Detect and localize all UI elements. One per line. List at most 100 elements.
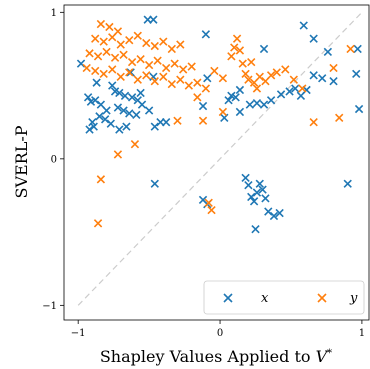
point-y-5 [108, 33, 117, 42]
point-x-75 [269, 211, 279, 221]
plot-frame [63, 4, 370, 321]
legend-marker-y [317, 293, 327, 303]
reference-line [77, 11, 363, 306]
legend-label-x: x [261, 291, 269, 306]
point-x-57 [352, 69, 361, 79]
point-y-36 [159, 72, 168, 81]
point-x-10 [108, 81, 117, 90]
point-y-18 [119, 50, 128, 59]
point-y-62 [329, 63, 338, 73]
point-y-14 [85, 49, 94, 58]
point-x-40 [245, 100, 255, 109]
point-x-62 [203, 74, 212, 83]
legend-label-y: y [349, 291, 358, 306]
point-y-12 [167, 44, 176, 54]
point-x-52 [259, 44, 269, 54]
point-y-7 [125, 35, 134, 45]
legend-marker-shape-x [223, 293, 233, 303]
point-y-16 [102, 47, 111, 57]
point-x-50 [318, 74, 327, 83]
point-x-29 [106, 119, 115, 128]
point-y-26 [187, 62, 196, 71]
point-x-73 [261, 194, 270, 203]
point-y-15 [93, 52, 103, 61]
point-x-2 [201, 30, 211, 39]
point-x-21 [144, 106, 154, 115]
point-y-42 [210, 66, 219, 76]
point-y-11 [159, 37, 168, 46]
legend-marker-x [223, 293, 233, 303]
point-x-5 [83, 93, 93, 102]
point-y-41 [201, 84, 211, 93]
point-y-47 [235, 46, 245, 55]
point-y-1 [105, 22, 114, 32]
point-y-13 [176, 40, 185, 49]
point-y-32 [125, 68, 134, 77]
point-y-43 [218, 74, 228, 83]
x-tick-label-0: −1 [71, 328, 86, 339]
point-x-42 [259, 100, 269, 109]
point-x-18 [125, 109, 134, 118]
point-x-55 [323, 47, 333, 57]
point-y-19 [127, 57, 137, 67]
point-y-64 [346, 44, 355, 54]
point-x-9 [102, 106, 111, 115]
point-y-61 [309, 118, 318, 127]
point-y-66 [93, 219, 103, 228]
point-x-36 [224, 96, 233, 105]
point-y-3 [91, 34, 100, 43]
points-layer [76, 15, 364, 234]
point-y-21 [144, 60, 154, 70]
point-y-67 [113, 150, 123, 159]
point-x-14 [127, 93, 137, 102]
point-y-46 [232, 34, 242, 43]
x-tick-label-2: 1 [359, 328, 365, 339]
point-y-57 [272, 68, 281, 77]
point-x-30 [115, 125, 124, 134]
point-x-61 [235, 107, 245, 117]
point-x-12 [115, 88, 124, 98]
point-x-19 [132, 110, 141, 120]
point-y-51 [247, 57, 256, 67]
point-x-41 [252, 98, 262, 108]
x-axis-label: Shapley Values Applied to V* [100, 347, 332, 366]
point-y-69 [173, 116, 182, 125]
point-y-38 [176, 75, 185, 84]
point-y-59 [289, 75, 298, 84]
point-y-65 [96, 175, 106, 184]
point-x-46 [291, 84, 300, 93]
point-y-53 [252, 84, 262, 93]
point-y-48 [238, 59, 247, 68]
point-x-78 [161, 118, 171, 127]
point-x-72 [258, 185, 267, 194]
point-y-25 [178, 65, 188, 74]
point-y-68 [130, 140, 140, 149]
point-x-7 [91, 96, 100, 105]
point-y-30 [108, 65, 117, 74]
point-y-44 [227, 52, 236, 61]
point-y-56 [266, 71, 276, 80]
point-y-28 [91, 66, 100, 76]
point-y-49 [241, 69, 250, 79]
point-x-26 [89, 122, 98, 131]
point-x-69 [249, 197, 259, 206]
x-tick-label-1: 0 [217, 328, 223, 339]
point-y-37 [167, 79, 176, 89]
point-x-3 [76, 59, 86, 68]
point-x-60 [220, 113, 229, 122]
y-tick-label-2: 1 [51, 8, 57, 19]
point-x-1 [149, 15, 158, 24]
point-y-39 [184, 81, 194, 90]
point-x-31 [122, 122, 131, 131]
point-x-35 [198, 101, 208, 111]
point-x-44 [276, 90, 286, 99]
point-y-45 [230, 43, 239, 52]
point-y-24 [170, 59, 179, 68]
point-x-56 [353, 44, 362, 54]
point-x-71 [255, 179, 264, 188]
point-y-27 [82, 63, 91, 73]
point-y-29 [99, 69, 108, 79]
point-y-34 [142, 71, 151, 80]
point-x-28 [100, 115, 110, 124]
point-x-76 [275, 208, 284, 218]
